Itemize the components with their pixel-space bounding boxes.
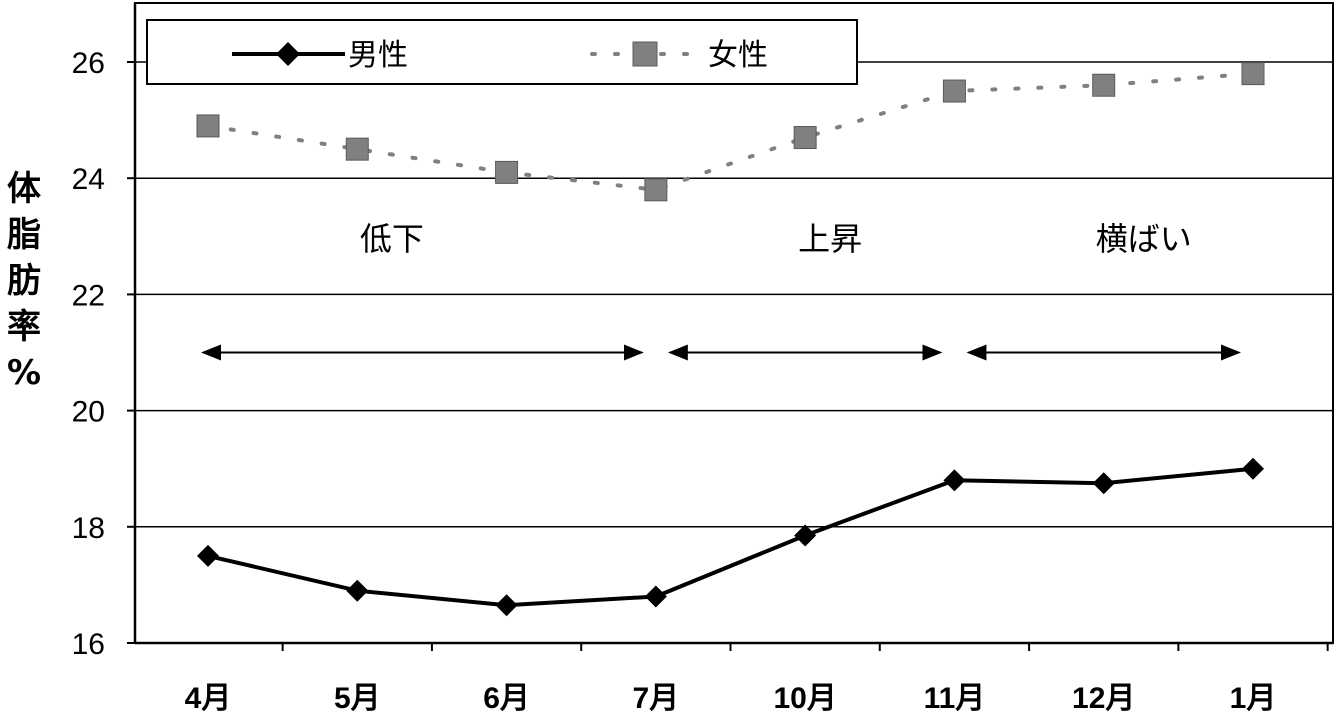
legend-marker (632, 41, 658, 67)
data-point-marker (495, 160, 519, 184)
x-tick-label: 6月 (483, 682, 530, 715)
legend-label: 女性 (708, 38, 768, 73)
y-axis-label-char: % (7, 353, 41, 393)
y-tick-label: 20 (72, 396, 105, 429)
series-line (206, 71, 1255, 192)
data-point-marker (644, 178, 668, 202)
data-point-marker (1241, 62, 1265, 86)
y-axis-label-char: 率 (7, 307, 41, 347)
data-point-marker (793, 126, 817, 150)
y-tick-label: 24 (72, 163, 105, 196)
y-axis-label-char: 体 (7, 169, 41, 209)
data-point-marker (1092, 73, 1116, 97)
data-point-marker (495, 594, 518, 617)
series-male (197, 457, 1264, 617)
data-point-marker (943, 469, 966, 492)
x-tick-label: 7月 (633, 682, 680, 715)
data-point-marker (942, 79, 966, 103)
x-tick-labels: 4月 5月 6月 7月 10月 11月 12月 1月 (185, 682, 1277, 715)
x-tick-label: 10月 (773, 682, 836, 715)
data-point-marker (1092, 472, 1115, 495)
x-tick-label: 4月 (185, 682, 232, 715)
data-point-marker (346, 579, 369, 602)
data-point-marker (196, 114, 220, 138)
legend-marker (276, 42, 300, 66)
annotation-label: 横ばい (1096, 220, 1192, 258)
data-point-marker (197, 544, 219, 567)
legend: 男性 女性 (146, 19, 858, 85)
y-axis-label-char: 脂 (7, 215, 41, 255)
plot-area (134, 2, 1334, 644)
series-female (196, 62, 1265, 202)
series (196, 62, 1265, 617)
y-tick-label: 16 (72, 628, 105, 661)
x-tick-label: 12月 (1072, 682, 1135, 715)
annotation-label: 上昇 (798, 220, 862, 258)
legend-label: 男性 (348, 38, 408, 73)
annotation-label: 低下 (360, 220, 424, 258)
x-tick-label: 5月 (334, 682, 381, 715)
y-tick-labels: 16 18 20 22 24 26 (72, 47, 105, 661)
x-tick-label: 11月 (924, 682, 986, 715)
y-tick-label: 26 (72, 47, 105, 80)
y-tick-label: 22 (72, 279, 105, 312)
y-tick-label: 18 (72, 512, 105, 545)
x-tick-label: 1月 (1230, 682, 1277, 715)
series-line (207, 466, 1254, 608)
y-axis-label-char: 肪 (7, 261, 41, 301)
annotations: 低下 上昇 横ばい (201, 220, 1241, 361)
data-point-marker (794, 524, 817, 547)
data-point-marker (345, 137, 369, 161)
axes (127, 3, 1333, 651)
data-point-marker (1242, 457, 1264, 480)
data-point-marker (644, 585, 667, 608)
